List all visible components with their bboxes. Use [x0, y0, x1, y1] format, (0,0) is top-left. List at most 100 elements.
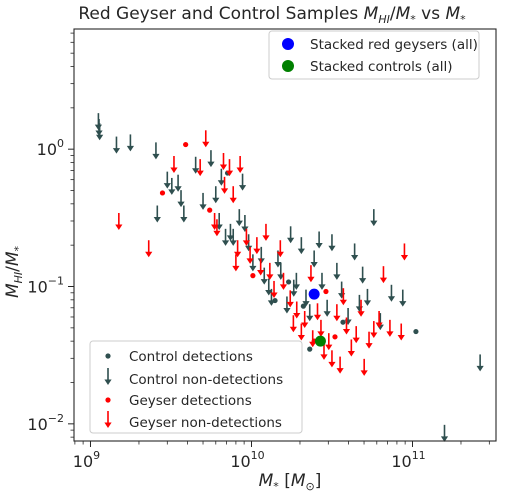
stacked-red-geysers-all-point — [308, 288, 320, 300]
plot-frame — [73, 28, 497, 442]
title-prefix: Red Geyser and Control Samples — [78, 4, 363, 24]
legend-label-control-detections: Control detections — [129, 349, 253, 365]
ylabel-slash: / — [3, 266, 23, 272]
control-non-detections-point — [292, 272, 300, 290]
control-non-detections-point — [323, 299, 331, 317]
control-non-detections-point — [174, 174, 182, 192]
control-non-detections-point — [207, 150, 215, 168]
control-non-detections-point — [318, 272, 326, 290]
geyser-detections-point — [250, 273, 256, 279]
control-non-detections-point — [376, 313, 384, 331]
xlabel-bracket-open: [ — [279, 471, 291, 491]
control-non-detections-point — [212, 186, 220, 204]
title-y-sub: HI — [378, 13, 390, 26]
control-non-detections-point — [306, 304, 314, 322]
control-non-detections-point — [359, 266, 367, 284]
geyser-non-detections-point — [219, 153, 228, 171]
geyser-non-detections-point — [289, 315, 297, 333]
geyser-non-detections-point — [229, 186, 237, 204]
geyser-non-detections-point — [286, 290, 294, 308]
title-vs: vs — [416, 4, 446, 24]
geyser-non-detections-point — [347, 339, 355, 357]
legend-marker-control-nondetections — [104, 368, 112, 385]
y-tick-label: 100 — [37, 137, 64, 159]
geyser-non-detections-point — [301, 310, 309, 328]
legend-marker-geyser-detections — [105, 397, 111, 403]
control-non-detections-point — [152, 142, 160, 160]
geyser-non-detections-point — [270, 280, 278, 298]
control-detections-point — [286, 279, 292, 285]
control-non-detections-point — [238, 173, 247, 191]
geyser-non-detections-point — [225, 159, 234, 177]
control-non-detections-point — [221, 228, 230, 246]
control-non-detections-point — [180, 205, 188, 223]
geyser-non-detections-point — [313, 303, 322, 321]
control-non-detections-point — [192, 156, 200, 174]
y-tick-label: 10−1 — [27, 275, 64, 297]
control-non-detections-point — [168, 177, 176, 195]
geyser-non-detections-point — [400, 243, 409, 261]
control-non-detections-point — [351, 243, 359, 261]
control-non-detections-point — [277, 262, 285, 280]
chart-title: Red Geyser and Control Samples MHI/M* vs… — [78, 4, 466, 26]
geyser-non-detections-point — [213, 219, 221, 237]
control-non-detections-point — [290, 279, 298, 297]
geyser-non-detections-point — [246, 246, 254, 264]
geyser-non-detections-point — [386, 319, 394, 337]
control-non-detections-point — [235, 209, 243, 227]
geyser-non-detections-point — [234, 240, 242, 258]
control-non-detections-point — [267, 288, 276, 306]
control-non-detections-point — [241, 215, 249, 233]
geyser-non-detections-point — [145, 240, 153, 258]
control-non-detections-point — [112, 136, 121, 154]
x-tick-label: 1010 — [230, 449, 264, 471]
legend-stacked-box — [268, 30, 480, 80]
geyser-non-detections-point — [379, 266, 388, 284]
control-non-detections-point — [399, 289, 407, 307]
x-axis-label: M* [M⊙] — [259, 471, 322, 493]
title-y-main: M — [364, 4, 379, 24]
control-non-detections-point — [265, 278, 273, 296]
legend-samples-box — [89, 340, 303, 434]
control-non-detections-point — [315, 231, 323, 249]
geyser-detections-point — [323, 288, 329, 295]
ylabel-sub2: * — [12, 245, 25, 251]
geyser-non-detections-point — [297, 323, 305, 341]
title-x2-sub: * — [460, 13, 466, 26]
control-non-detections-point — [476, 354, 484, 372]
control-non-detections-point — [217, 168, 225, 186]
geyser-non-detections-point — [196, 159, 204, 177]
geyser-non-detections-point — [397, 323, 405, 341]
x-tick-label: 109 — [73, 449, 100, 471]
geyser-non-detections-point — [202, 130, 210, 148]
legend-stacked: Stacked red geysers (all) Stacked contro… — [268, 30, 480, 80]
control-non-detections-point — [96, 123, 104, 141]
geyser-non-detections-point — [279, 272, 288, 290]
control-non-detections-point — [249, 254, 257, 272]
geyser-non-detections-point — [242, 228, 251, 246]
legend-marker-stacked-controls — [282, 60, 294, 72]
control-non-detections-point — [333, 262, 341, 280]
control-detections-point — [300, 303, 306, 309]
control-non-detections-point — [328, 234, 336, 252]
geyser-non-detections-point — [336, 356, 344, 374]
legend-label-geyser-detections: Geyser detections — [129, 393, 252, 409]
geyser-non-detections-point — [339, 288, 347, 306]
geyser-non-detections-point — [253, 237, 261, 255]
geyser-non-detections-point — [293, 301, 301, 319]
stacked-controls-all-point — [314, 335, 326, 347]
legend-label-control-nondetections: Control non-detections — [129, 372, 283, 388]
control-detections-point — [307, 346, 313, 352]
geyser-non-detections-point — [352, 326, 360, 344]
legend-marker-control-detections — [105, 353, 111, 359]
geyser-non-detections-point — [262, 223, 270, 241]
x-tick-label: 1011 — [391, 449, 425, 471]
control-non-detections-point — [310, 250, 318, 268]
geyser-non-detections-point — [232, 254, 240, 272]
geyser-non-detections-point — [357, 299, 365, 317]
xlabel-unit-sub: ⊙ — [306, 480, 315, 493]
axis-ticks: 109 1010 1011 10−2 10−1 100 — [27, 32, 490, 471]
geyser-non-detections-point — [257, 258, 265, 276]
geyser-non-detections-point — [276, 240, 284, 258]
